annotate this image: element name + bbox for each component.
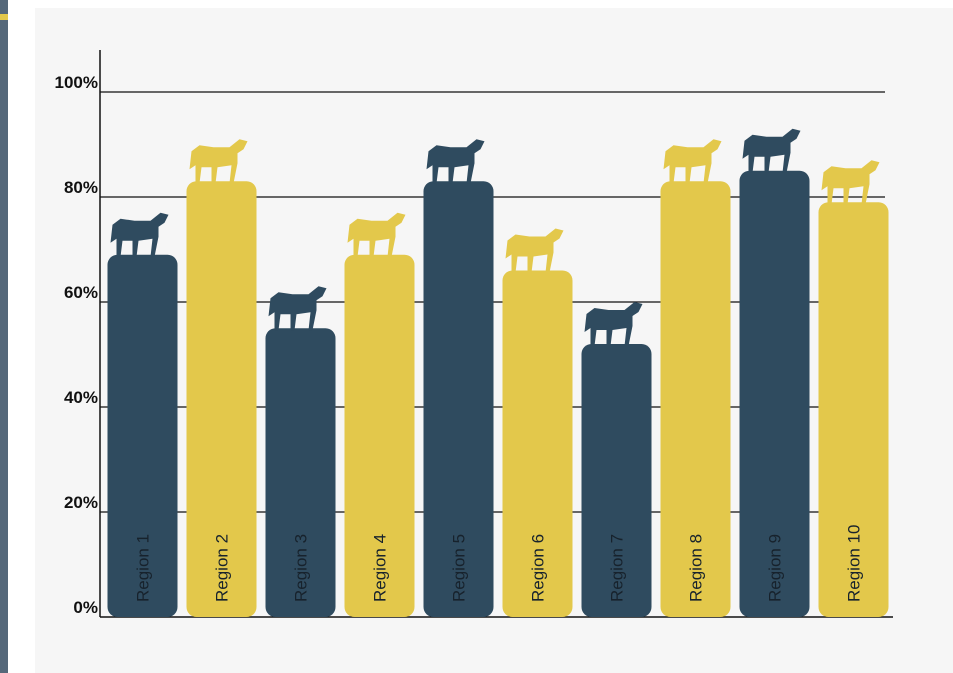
x-tick-label: Region 10 — [845, 524, 864, 602]
y-tick-label: 0% — [73, 598, 98, 617]
y-tick-label: 60% — [64, 283, 98, 302]
side-strip — [0, 0, 8, 673]
y-tick-label: 100% — [55, 73, 98, 92]
x-tick-label: Region 4 — [371, 534, 390, 602]
page: 0% 20% 40% 60% 80% 100% Region 1 Region 2 Region… — [0, 0, 953, 673]
side-accent — [0, 14, 8, 20]
x-tick-label: Region 8 — [687, 534, 706, 602]
x-tick-label: Region 5 — [450, 534, 469, 602]
x-tick-label: Region 6 — [529, 534, 548, 602]
y-tick-label: 80% — [64, 178, 98, 197]
y-tick-label: 20% — [64, 493, 98, 512]
x-tick-label: Region 9 — [766, 534, 785, 602]
chart: 0% 20% 40% 60% 80% 100% Region 1 Region 2 Region… — [0, 0, 953, 673]
x-tick-label: Region 7 — [608, 534, 627, 602]
x-tick-label: Region 1 — [134, 534, 153, 602]
y-tick-label: 40% — [64, 388, 98, 407]
x-tick-label: Region 2 — [213, 534, 232, 602]
x-tick-label: Region 3 — [292, 534, 311, 602]
